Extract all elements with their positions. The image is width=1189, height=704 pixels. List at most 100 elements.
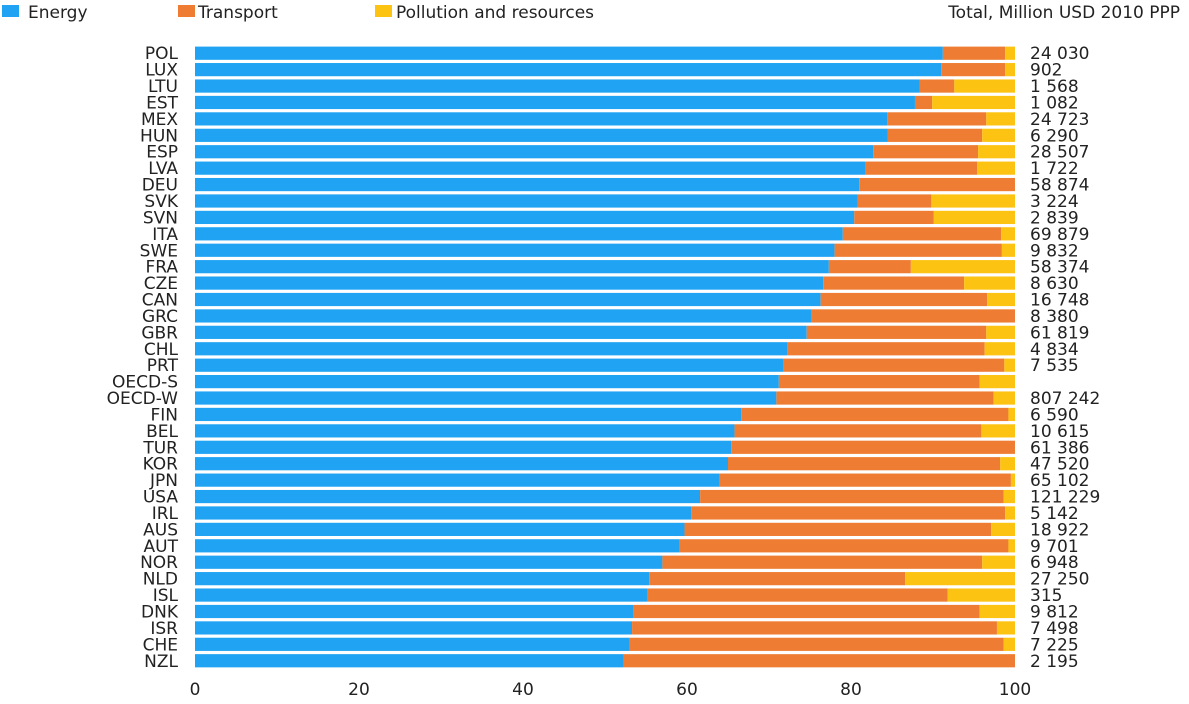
total-label: 121 229: [1030, 488, 1100, 508]
bar-segment-transport: [854, 210, 934, 225]
total-label: 6 590: [1030, 405, 1079, 425]
category-label: LTU: [148, 77, 178, 97]
bar-segment-pollution: [986, 112, 1015, 126]
bar-segment-transport: [647, 588, 948, 602]
bar-segment-transport: [632, 621, 997, 635]
category-label: MEX: [141, 110, 178, 130]
category-label: BEL: [146, 422, 178, 442]
bar-segment-energy: [195, 555, 663, 569]
category-label: OECD-S: [112, 373, 178, 393]
bar-segment-transport: [941, 63, 1006, 77]
total-label: 807 242: [1030, 389, 1100, 409]
category-label: DNK: [141, 602, 179, 622]
bar-segment-transport: [679, 539, 1009, 553]
bar-segment-energy: [195, 194, 858, 208]
total-label: 1 722: [1030, 159, 1079, 179]
bar-segment-energy: [195, 177, 860, 192]
category-labels: POLLUXLTUESTMEXHUNESPLVADEUSVKSVNITASWEF…: [107, 44, 179, 672]
bar-segment-energy: [195, 292, 821, 307]
total-label: 315: [1030, 586, 1062, 606]
bar-segment-energy: [195, 309, 812, 323]
x-tick-label: 100: [999, 680, 1031, 700]
bar-segment-pollution: [978, 145, 1015, 159]
total-label: 1 082: [1030, 93, 1079, 113]
bar-segment-transport: [731, 440, 1015, 454]
bar-segment-energy: [195, 424, 735, 438]
total-label: 902: [1030, 61, 1062, 81]
bar-segment-transport: [857, 194, 932, 208]
bar-segment-transport: [629, 637, 1004, 651]
bar-segment-energy: [195, 342, 788, 356]
bar-segment-transport: [865, 161, 978, 175]
bar-segment-energy: [195, 506, 692, 520]
bar-segment-pollution: [1001, 227, 1015, 241]
category-label: OECD-W: [107, 389, 179, 409]
bar-segment-pollution: [932, 95, 1015, 110]
total-label: 24 723: [1030, 110, 1089, 130]
category-label: GRC: [142, 307, 178, 327]
total-label: 9 701: [1030, 537, 1079, 557]
x-axis: 0 20 40 60 80 100: [190, 680, 1032, 700]
bar-segment-energy: [195, 128, 888, 142]
bar-segment-pollution: [931, 194, 1015, 208]
bar-segment-pollution: [1001, 243, 1015, 257]
bar-segment-transport: [783, 358, 1005, 372]
bar-segment-transport: [623, 654, 1015, 668]
bar-segment-energy: [195, 325, 807, 339]
total-label: 4 834: [1030, 340, 1079, 360]
bar-segment-energy: [195, 572, 650, 586]
bar-segment-energy: [195, 473, 720, 487]
bar-segment-pollution: [1005, 63, 1015, 77]
total-label: 10 615: [1030, 422, 1089, 442]
bars: [195, 46, 1015, 668]
totals-header: Total, Million USD 2010 PPP: [947, 3, 1180, 23]
legend-label-pollution: Pollution and resources: [396, 3, 594, 23]
legend-label-energy: Energy: [28, 3, 88, 23]
bar-segment-transport: [859, 177, 1015, 192]
bar-segment-pollution: [991, 522, 1015, 536]
bar-segment-pollution: [933, 210, 1015, 225]
category-label: NZL: [144, 652, 178, 672]
total-label: 27 250: [1030, 570, 1089, 590]
category-label: ESP: [146, 143, 178, 163]
total-label: 47 520: [1030, 455, 1089, 475]
bar-segment-pollution: [979, 604, 1015, 619]
bar-segment-energy: [195, 95, 915, 110]
total-label: 1 568: [1030, 77, 1079, 97]
total-label: 6 948: [1030, 553, 1079, 573]
bar-segment-energy: [195, 227, 843, 241]
category-label: LUX: [145, 61, 178, 81]
bar-segment-transport: [834, 243, 1002, 257]
bar-segment-energy: [195, 243, 835, 257]
category-label: FRA: [145, 258, 178, 278]
bar-segment-energy: [195, 276, 824, 290]
bar-segment-pollution: [1005, 506, 1015, 520]
bar-segment-pollution: [1008, 539, 1015, 553]
category-label: EST: [146, 93, 179, 113]
total-label: 5 142: [1030, 504, 1079, 524]
bar-segment-pollution: [993, 391, 1015, 405]
bar-segment-energy: [195, 457, 728, 471]
category-label: KOR: [143, 455, 179, 475]
category-label: NLD: [143, 570, 178, 590]
category-label: FIN: [150, 405, 178, 425]
category-label: POL: [145, 44, 179, 64]
category-label: AUT: [144, 537, 179, 557]
bar-segment-pollution: [987, 292, 1015, 307]
bar-segment-pollution: [1003, 637, 1015, 651]
bar-segment-pollution: [996, 621, 1015, 635]
total-label: 6 290: [1030, 126, 1079, 146]
total-label: 61 819: [1030, 323, 1089, 343]
bar-segment-energy: [195, 522, 685, 536]
category-label: CAN: [142, 291, 178, 311]
category-label: LVA: [148, 159, 178, 179]
bar-segment-pollution: [1003, 489, 1015, 504]
total-label: 3 224: [1030, 192, 1079, 212]
bar-segment-transport: [662, 555, 983, 569]
bar-segment-transport: [734, 424, 982, 438]
total-label: 7 225: [1030, 635, 1079, 655]
x-tick-label: 0: [190, 680, 201, 700]
category-label: GBR: [141, 323, 178, 343]
